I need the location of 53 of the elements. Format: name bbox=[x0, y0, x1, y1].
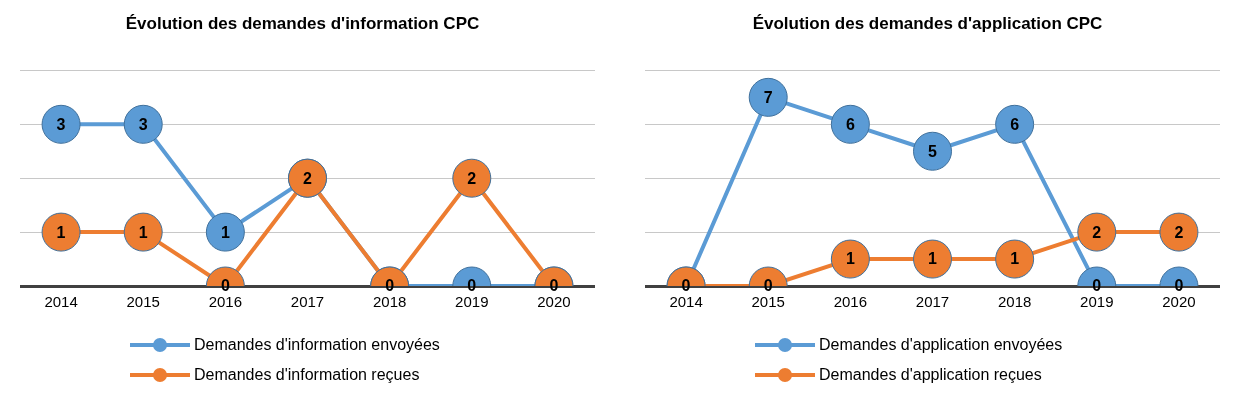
point bbox=[995, 239, 1035, 279]
data-label: 1 bbox=[845, 250, 855, 268]
x-tick-label: 2017 bbox=[290, 293, 325, 311]
x-tick-label: 2014 bbox=[44, 293, 78, 311]
data-label: 1 bbox=[138, 223, 148, 241]
x-tick-label: 2014 bbox=[669, 293, 703, 311]
legend-label: Demandes d'application envoyées bbox=[819, 336, 1063, 354]
data-label: 2 bbox=[1174, 223, 1184, 241]
data-label: 0 bbox=[1174, 277, 1184, 295]
data-label: 0 bbox=[549, 277, 559, 295]
data-label: 1 bbox=[1010, 250, 1020, 268]
data-label: 5 bbox=[928, 142, 938, 160]
point bbox=[1159, 212, 1199, 252]
data-label: 2 bbox=[303, 169, 313, 187]
data-label: 3 bbox=[56, 115, 66, 133]
point bbox=[995, 104, 1035, 144]
x-tick-label: 2015 bbox=[751, 293, 785, 311]
x-tick-label: 2015 bbox=[126, 293, 160, 311]
data-label: 0 bbox=[385, 277, 395, 295]
data-label: 0 bbox=[681, 277, 691, 295]
point bbox=[913, 239, 952, 279]
legend-label: Demandes d'application reçues bbox=[819, 366, 1042, 384]
point bbox=[913, 131, 952, 171]
x-tick-label: 2020 bbox=[537, 293, 571, 311]
legend-label: Demandes d'information envoyées bbox=[194, 336, 440, 354]
data-label: 3 bbox=[138, 115, 148, 133]
data-label: 2 bbox=[467, 169, 477, 187]
x-tick-label: 2017 bbox=[915, 293, 950, 311]
point bbox=[1077, 212, 1117, 252]
point bbox=[748, 77, 788, 117]
data-label: 1 bbox=[220, 223, 230, 241]
data-label: 6 bbox=[1010, 115, 1020, 133]
x-tick-label: 2018 bbox=[997, 293, 1032, 311]
x-tick-label: 2016 bbox=[833, 293, 868, 311]
data-label: 0 bbox=[763, 277, 773, 295]
point bbox=[830, 239, 870, 279]
data-label: 0 bbox=[467, 277, 477, 295]
x-tick-label: 2019 bbox=[1080, 293, 1114, 311]
x-tick-label: 2018 bbox=[372, 293, 407, 311]
x-tick-label: 2016 bbox=[208, 293, 243, 311]
data-label: 6 bbox=[845, 115, 855, 133]
data-label: 2 bbox=[1092, 223, 1102, 241]
point bbox=[830, 104, 870, 144]
data-label: 0 bbox=[1092, 277, 1102, 295]
data-label: 1 bbox=[56, 223, 66, 241]
x-tick-label: 2020 bbox=[1162, 293, 1196, 311]
legend-label: Demandes d'information reçues bbox=[194, 366, 420, 384]
data-label: 0 bbox=[220, 277, 230, 295]
x-tick-label: 2019 bbox=[455, 293, 489, 311]
data-label: 7 bbox=[763, 88, 773, 106]
data-label: 1 bbox=[928, 250, 938, 268]
chart-title: Évolution des demandes d'application CPC bbox=[752, 13, 1103, 33]
chart-title: Évolution des demandes d'information CPC bbox=[125, 13, 480, 33]
